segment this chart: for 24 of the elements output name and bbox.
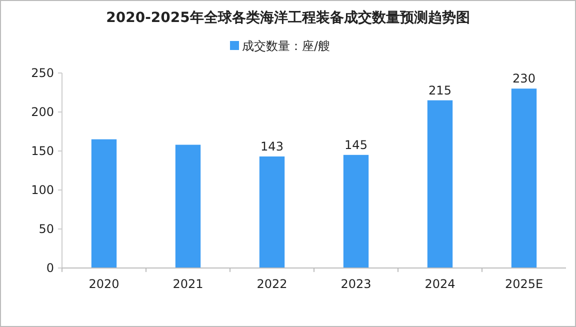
y-tick-label: 150 — [31, 144, 54, 158]
bar — [175, 144, 201, 268]
y-tick-label: 100 — [31, 183, 54, 197]
bar — [343, 154, 369, 268]
x-tick-label: 2024 — [424, 277, 456, 291]
bar — [511, 88, 537, 268]
x-tick-label: 2025E — [504, 277, 544, 291]
y-tick-label: 250 — [31, 66, 54, 80]
x-tick-label: 2022 — [256, 277, 288, 291]
bar — [427, 100, 453, 268]
bar — [259, 156, 285, 268]
legend-label: 成交数量：座/艘 — [242, 39, 330, 53]
x-tick-label: 2023 — [340, 277, 372, 291]
x-tick-label: 2020 — [88, 277, 120, 291]
y-tick-label: 0 — [46, 261, 54, 275]
data-label: 215 — [428, 83, 452, 98]
data-label: 145 — [344, 138, 368, 152]
data-label: 230 — [512, 72, 536, 86]
x-tick-label: 2021 — [172, 277, 204, 291]
chart-title: 2020-2025年全球各类海洋工程装备成交数量预测趋势图 — [106, 9, 470, 26]
bar — [91, 139, 117, 268]
data-label: 143 — [260, 139, 284, 154]
y-tick-label: 50 — [38, 222, 54, 236]
y-tick-label: 200 — [31, 105, 54, 119]
